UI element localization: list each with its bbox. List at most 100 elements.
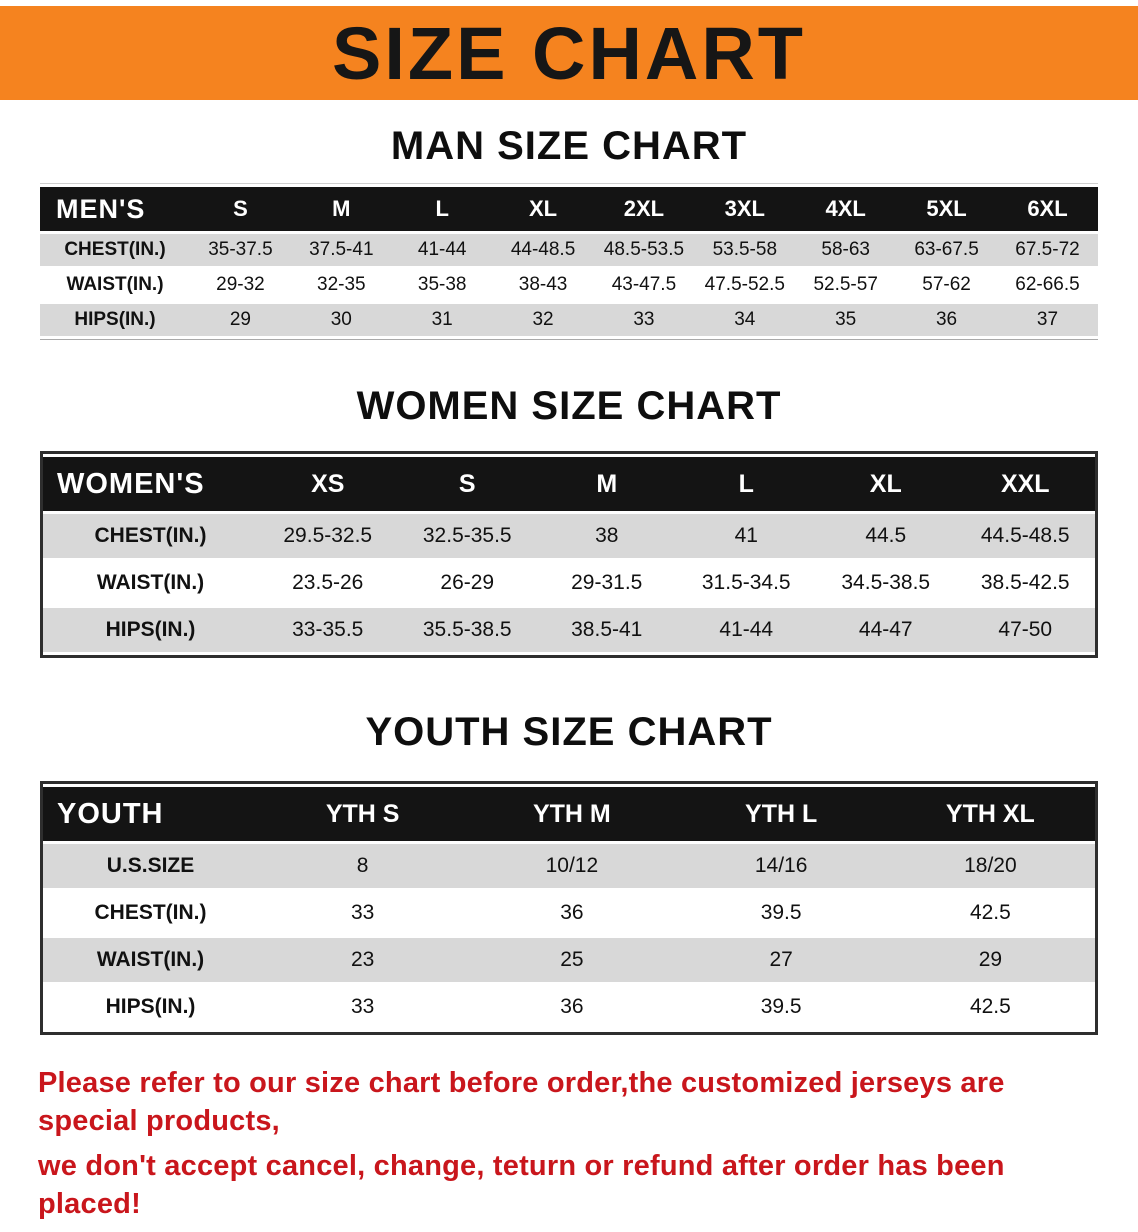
size-value: 43-47.5 (593, 269, 695, 301)
table-title-cell: WOMEN'S (43, 457, 258, 511)
size-value: 25 (467, 938, 677, 982)
column-header: 5XL (896, 187, 997, 231)
table-row: WAIST(IN.) 23.5-26 26-29 29-31.5 31.5-34.5 34… (43, 561, 1095, 605)
size-value: 14/16 (676, 844, 886, 888)
size-value: 38.5-41 (537, 608, 677, 652)
table-row: CHEST(IN.) 35-37.5 37.5-41 41-44 44-48.5 48.5… (40, 234, 1098, 266)
notice-line-1: Please refer to our size chart before or… (38, 1067, 1005, 1137)
table-header-row: MEN'S S M L XL 2XL 3XL 4XL 5XL 6XL (40, 187, 1098, 231)
size-value: 26-29 (397, 561, 537, 605)
size-value: 32 (492, 304, 594, 336)
size-value: 47.5-52.5 (694, 269, 796, 301)
size-value: 42.5 (885, 891, 1095, 935)
table-row: U.S.SIZE 8 10/12 14/16 18/20 (43, 844, 1095, 888)
size-value: 8 (258, 844, 468, 888)
size-value: 41-44 (676, 608, 816, 652)
size-value: 33 (258, 985, 468, 1029)
size-value: 29.5-32.5 (258, 514, 398, 558)
size-value: 58-63 (795, 234, 897, 266)
size-value: 23 (258, 938, 468, 982)
column-header: S (190, 187, 291, 231)
size-value: 31.5-34.5 (676, 561, 816, 605)
women-size-chart-section: WOMEN SIZE CHART WOMEN'S XS S M L XL XXL CHEST(… (0, 384, 1138, 658)
column-header: 3XL (694, 187, 796, 231)
row-label: WAIST(IN.) (43, 561, 258, 605)
size-value: 36 (467, 891, 677, 935)
column-header: 2XL (593, 187, 695, 231)
size-chart-banner: SIZE CHART (0, 6, 1138, 100)
size-value: 36 (896, 304, 997, 336)
size-value: 44.5 (816, 514, 956, 558)
size-value: 52.5-57 (795, 269, 897, 301)
row-label: HIPS(IN.) (43, 985, 258, 1029)
size-value: 38 (537, 514, 677, 558)
table-row: WAIST(IN.) 29-32 32-35 35-38 38-43 43-47.5 47.… (40, 269, 1098, 301)
size-value: 32.5-35.5 (397, 514, 537, 558)
size-value: 37 (997, 304, 1098, 336)
column-header: S (397, 457, 537, 511)
column-header: YTH XL (885, 787, 1095, 841)
row-label: CHEST(IN.) (43, 891, 258, 935)
size-value: 31 (391, 304, 493, 336)
women-size-chart-heading: WOMEN SIZE CHART (356, 384, 782, 428)
table-row: HIPS(IN.) 33 36 39.5 42.5 (43, 985, 1095, 1029)
man-size-chart-section: MAN SIZE CHART MEN'S S M L XL 2XL 3XL 4XL 5XL 6XL… (0, 124, 1138, 340)
size-value: 35.5-38.5 (397, 608, 537, 652)
men-size-table: MEN'S S M L XL 2XL 3XL 4XL 5XL 6XL CHEST(IN.) 35-37… (40, 183, 1098, 340)
table-title-cell: MEN'S (40, 187, 190, 231)
table-title-cell: YOUTH (43, 787, 258, 841)
row-label: WAIST(IN.) (40, 269, 190, 301)
column-header: M (290, 187, 392, 231)
banner-title: SIZE CHART (332, 11, 806, 95)
youth-size-table: YOUTH YTH S YTH M YTH L YTH XL U.S.SIZE 8 10/12… (40, 781, 1098, 1035)
column-header: XL (492, 187, 594, 231)
size-value: 10/12 (467, 844, 677, 888)
man-size-chart-heading: MAN SIZE CHART (390, 124, 748, 168)
table-header-row: YOUTH YTH S YTH M YTH L YTH XL (43, 787, 1095, 841)
size-value: 33-35.5 (258, 608, 398, 652)
row-label: U.S.SIZE (43, 844, 258, 888)
size-value: 39.5 (676, 891, 886, 935)
column-header: L (391, 187, 493, 231)
size-value: 29 (190, 304, 291, 336)
size-value: 29-32 (190, 269, 291, 301)
size-value: 34 (694, 304, 796, 336)
size-value: 41 (676, 514, 816, 558)
column-header: L (676, 457, 816, 511)
youth-size-chart-heading: YOUTH SIZE CHART (365, 710, 773, 754)
row-label: HIPS(IN.) (40, 304, 190, 336)
size-value: 42.5 (885, 985, 1095, 1029)
size-value: 53.5-58 (694, 234, 796, 266)
column-header: YTH L (676, 787, 886, 841)
column-header: 4XL (795, 187, 897, 231)
table-row: CHEST(IN.) 33 36 39.5 42.5 (43, 891, 1095, 935)
size-value: 29-31.5 (537, 561, 677, 605)
size-value: 67.5-72 (997, 234, 1098, 266)
size-value: 38.5-42.5 (955, 561, 1095, 605)
table-header-row: WOMEN'S XS S M L XL XXL (43, 457, 1095, 511)
size-value: 39.5 (676, 985, 886, 1029)
size-value: 63-67.5 (896, 234, 997, 266)
size-value: 33 (258, 891, 468, 935)
column-header: M (537, 457, 677, 511)
row-label: WAIST(IN.) (43, 938, 258, 982)
column-header: XL (816, 457, 956, 511)
size-value: 44-48.5 (492, 234, 594, 266)
size-value: 37.5-41 (290, 234, 392, 266)
row-label: CHEST(IN.) (40, 234, 190, 266)
size-value: 47-50 (955, 608, 1095, 652)
size-value: 35-37.5 (190, 234, 291, 266)
size-value: 30 (290, 304, 392, 336)
size-value: 38-43 (492, 269, 594, 301)
column-header: YTH S (258, 787, 468, 841)
size-value: 48.5-53.5 (593, 234, 695, 266)
size-value: 62-66.5 (997, 269, 1098, 301)
column-header: XXL (955, 457, 1095, 511)
size-value: 29 (885, 938, 1095, 982)
size-value: 44.5-48.5 (955, 514, 1095, 558)
row-label: HIPS(IN.) (43, 608, 258, 652)
size-value: 35-38 (391, 269, 493, 301)
size-value: 32-35 (290, 269, 392, 301)
size-value: 18/20 (885, 844, 1095, 888)
